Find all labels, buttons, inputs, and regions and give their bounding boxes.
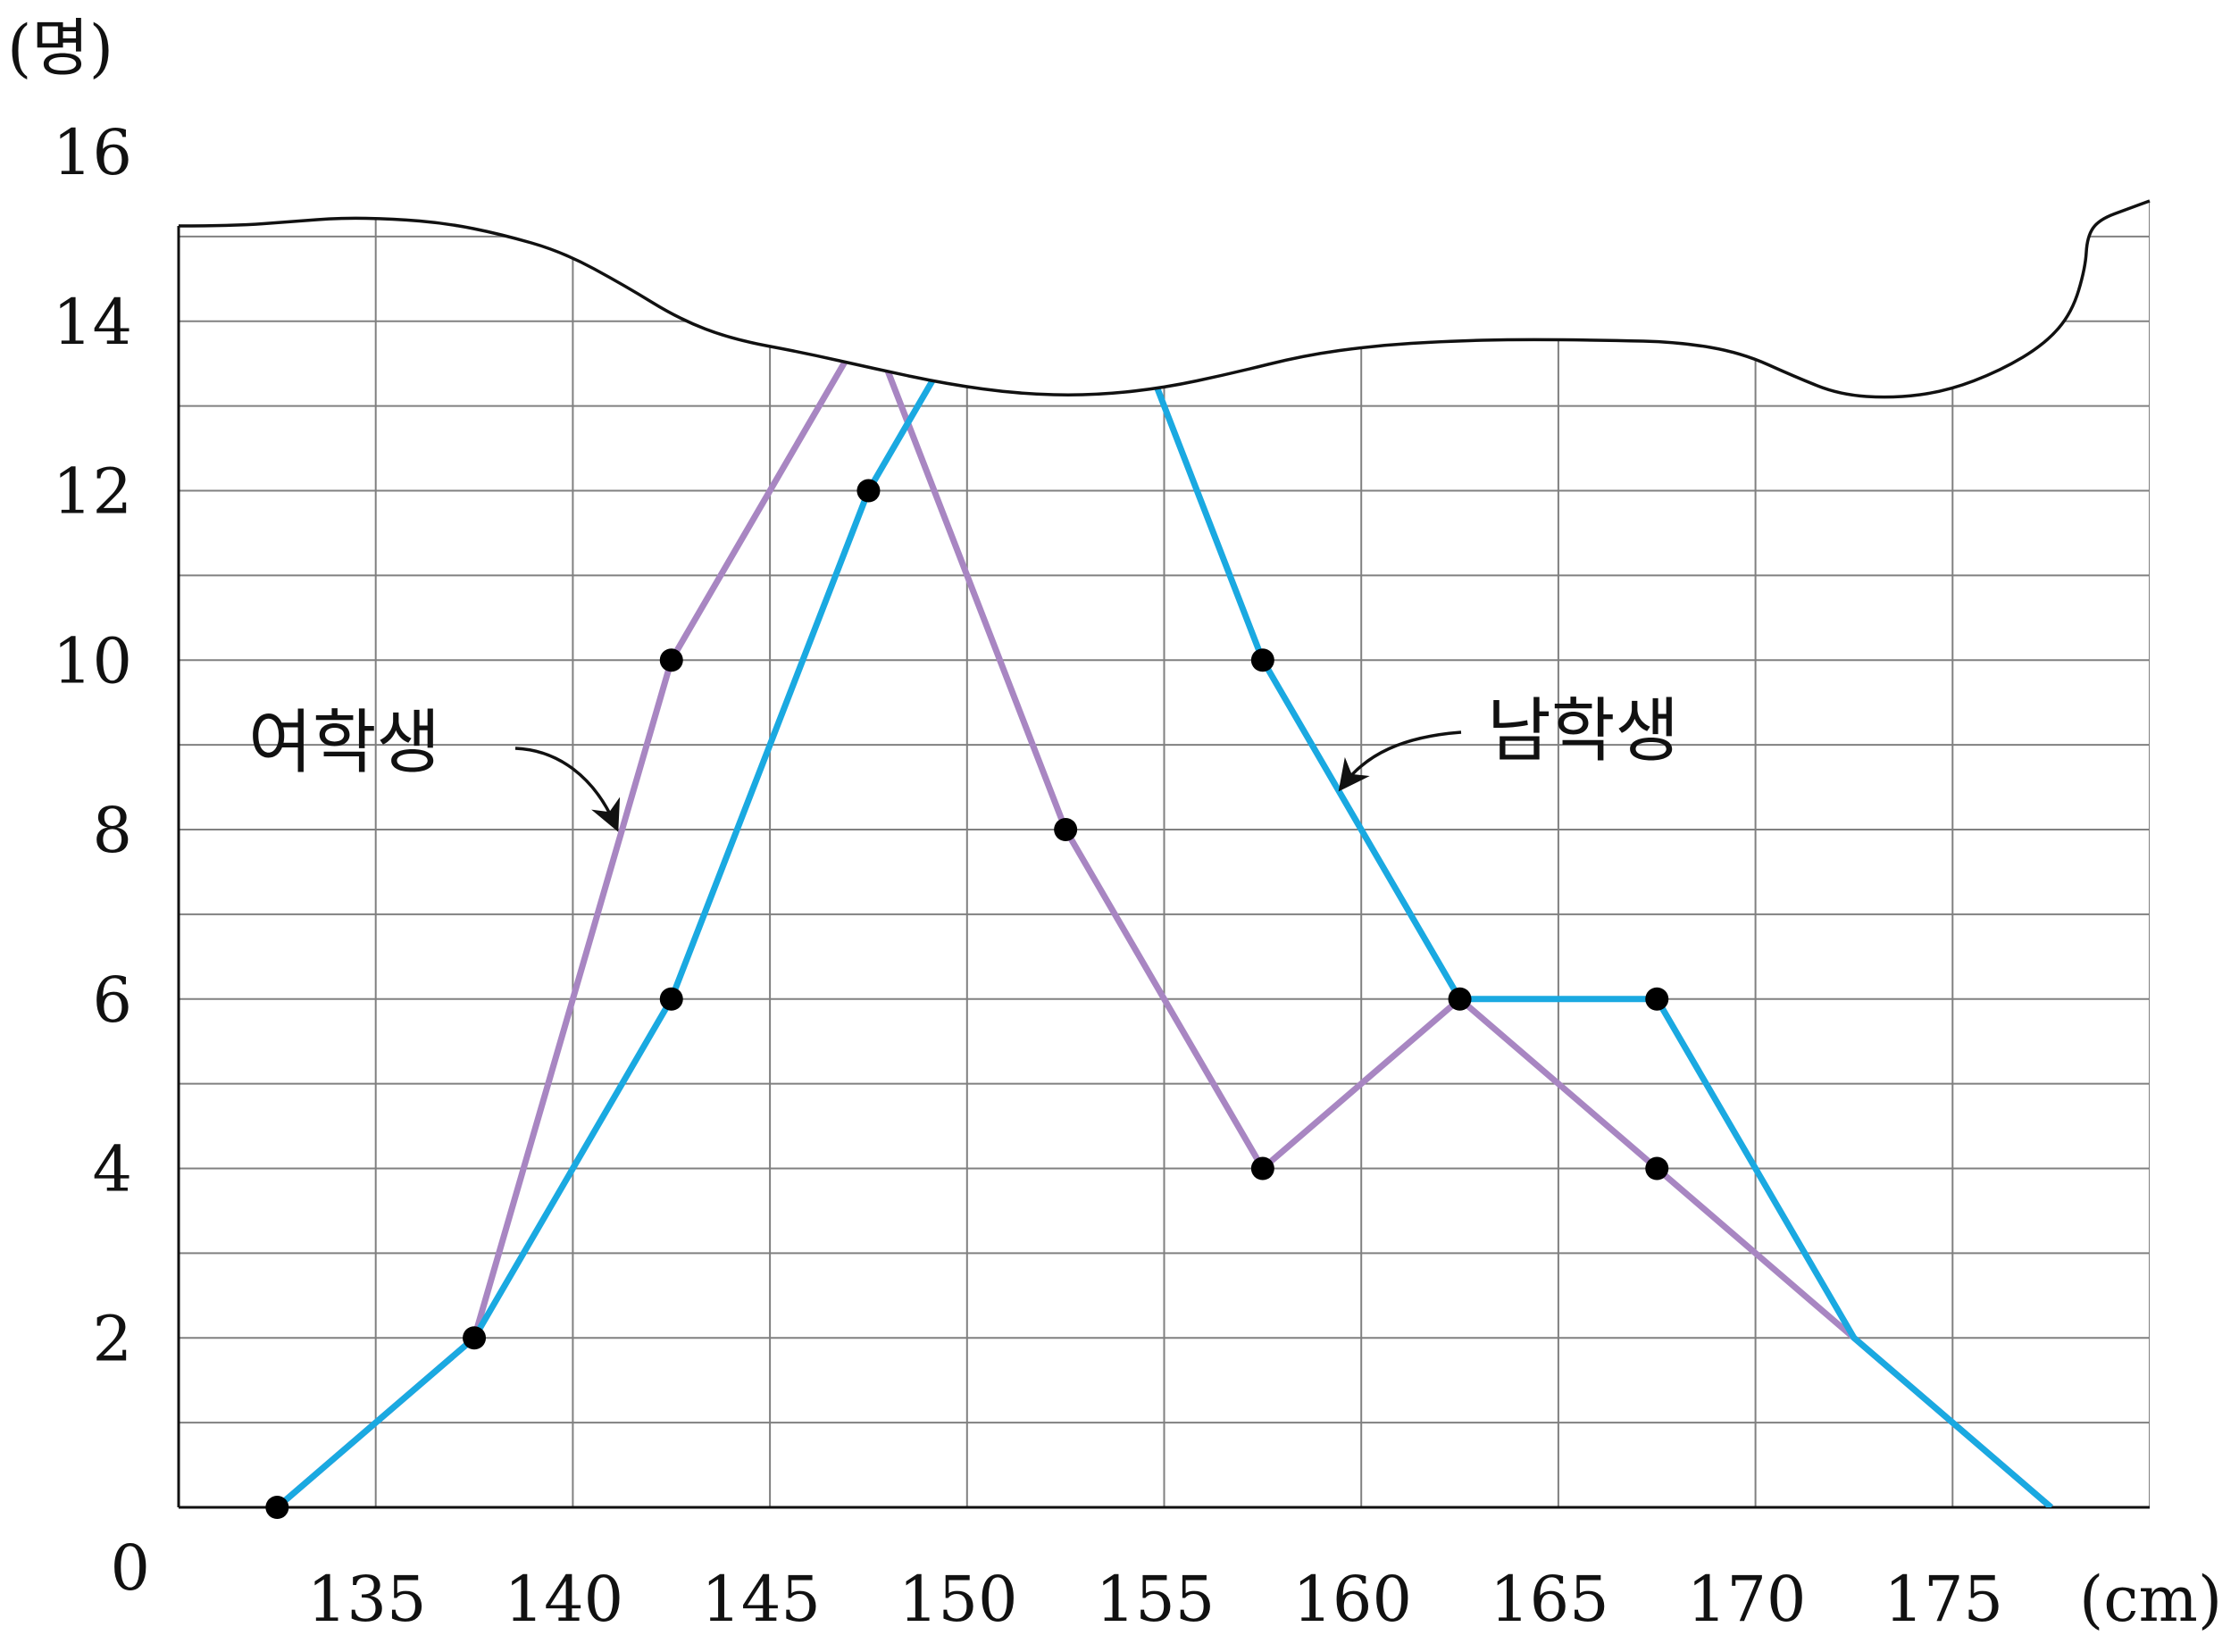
x-tick-label: 140 [505, 1563, 624, 1636]
y-tick-label: 4 [92, 1133, 132, 1206]
data-point [856, 479, 881, 503]
x-tick-label: 160 [1292, 1563, 1412, 1636]
y-tick-label: 16 [53, 116, 132, 189]
torn-edge [178, 199, 2151, 399]
y-tick-label: 6 [92, 964, 132, 1037]
annotation-arrow-girls [514, 747, 621, 832]
series-line-girls [275, 318, 2053, 1507]
x-tick-label: 135 [307, 1563, 427, 1636]
y-tick-label: 12 [53, 455, 132, 529]
annotation-boys: 남학생 [1487, 691, 1679, 772]
series-lines [275, 201, 2053, 1507]
labels: 2 4 6 8 10 12 14 16 135 140 145 150 155 160 165 170 175 0… [7, 12, 2222, 1636]
data-point [1250, 1156, 1274, 1181]
x-tick-label: 175 [1884, 1563, 2003, 1636]
x-tick-label: 155 [1096, 1563, 1216, 1636]
data-point [265, 1496, 289, 1519]
y-tick-label: 14 [53, 286, 132, 359]
axes [177, 226, 2150, 1509]
y-axis-unit: (명) [7, 12, 113, 85]
y-tick-label: 10 [53, 624, 132, 697]
data-point [1645, 1156, 1669, 1181]
data-point [1448, 987, 1472, 1011]
grid [179, 201, 2150, 1507]
x-tick-label: 165 [1490, 1563, 1609, 1636]
data-point [1645, 987, 1669, 1011]
x-tick-label: 145 [701, 1563, 821, 1636]
data-point [1054, 818, 1078, 841]
y-tick-label: 2 [92, 1302, 132, 1375]
annotation-arrow-boys [1338, 730, 1462, 792]
x-axis-unit: (cm) [2079, 1563, 2222, 1636]
annotation-girls: 여학생 [248, 703, 440, 783]
x-tick-label: 170 [1687, 1563, 1807, 1636]
series-line-boys [275, 201, 2053, 1507]
data-point [463, 1326, 487, 1350]
data-markers [265, 479, 1669, 1519]
y-tick-label: 8 [92, 794, 132, 867]
x-tick-label: 150 [898, 1563, 1018, 1636]
data-point [1250, 648, 1274, 672]
data-point [659, 987, 683, 1011]
data-point [659, 648, 683, 672]
origin-label: 0 [110, 1531, 150, 1605]
